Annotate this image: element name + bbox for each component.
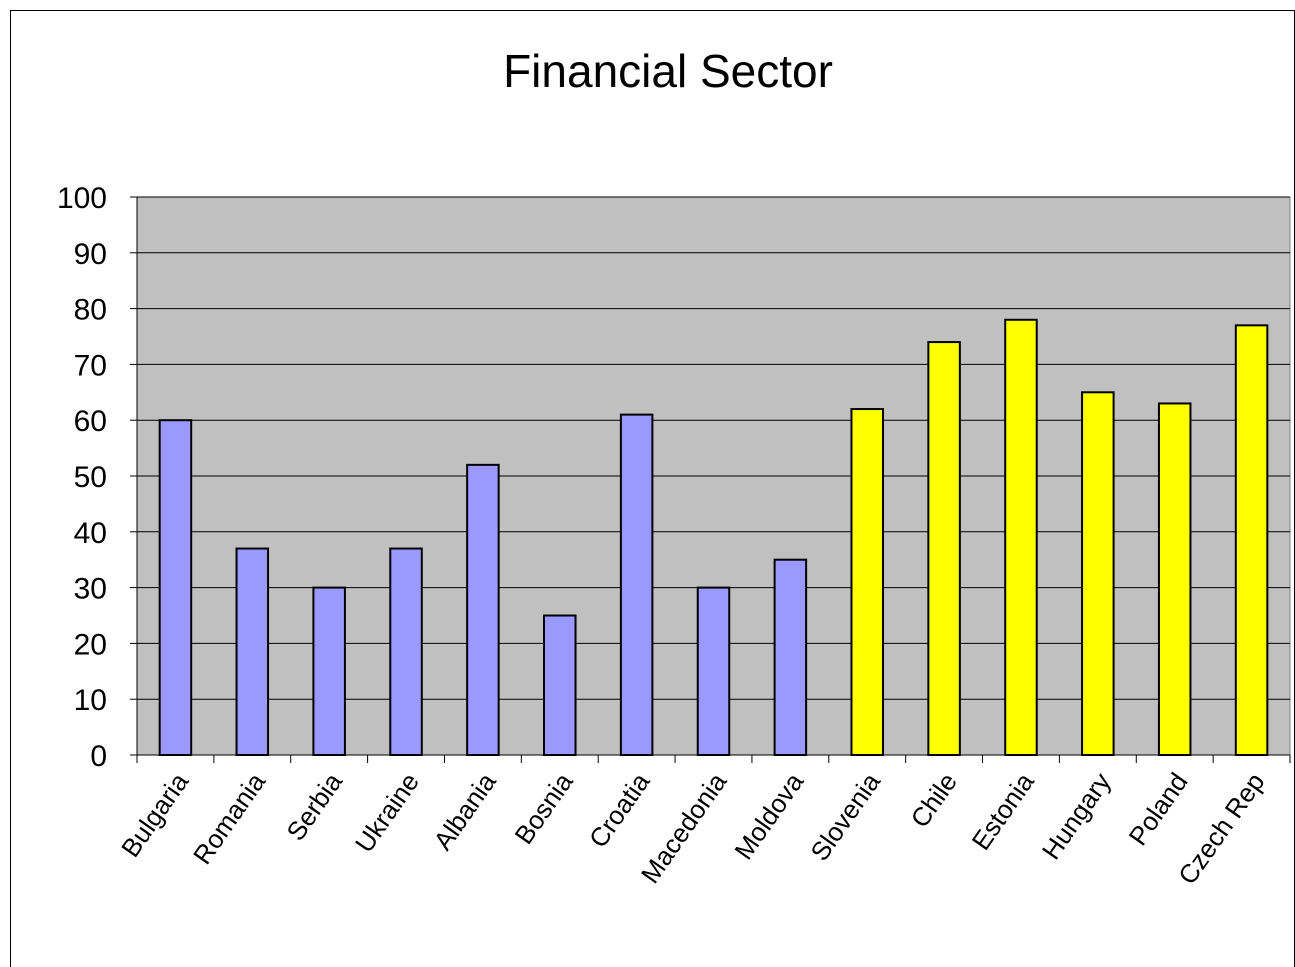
bar-macedonia — [696, 586, 731, 756]
bar-albania — [466, 463, 500, 756]
bar-ukraine — [389, 547, 423, 756]
bars — [158, 318, 1269, 757]
bar-moldova — [773, 558, 808, 757]
y-tick-label: 100 — [57, 182, 107, 215]
bar-estonia — [1004, 318, 1038, 756]
y-tick-label: 40 — [74, 517, 107, 550]
bar-czech-rep — [1234, 324, 1269, 756]
y-tick-label: 30 — [74, 573, 107, 606]
bar-chile — [927, 341, 961, 756]
bar-serbia — [312, 586, 346, 756]
bar-bosnia — [543, 614, 577, 756]
x-category-label: Poland — [1123, 767, 1194, 851]
bar-poland — [1157, 402, 1192, 756]
y-axis-ticks: 0 10 20 30 40 50 60 70 80 90 100 — [57, 182, 137, 773]
x-category-label: Romania — [187, 767, 272, 870]
y-tick-label: 20 — [74, 628, 107, 661]
x-category-label: Albania — [427, 767, 502, 856]
bar-bulgaria — [158, 419, 193, 756]
x-category-label: Bulgaria — [115, 767, 195, 863]
x-category-label: Ukraine — [349, 767, 425, 858]
x-category-label: Bosnia — [509, 767, 579, 850]
bar-romania — [235, 547, 270, 756]
y-tick-label: 0 — [90, 740, 107, 773]
chart-title: Financial Sector — [503, 45, 833, 97]
x-category-label: Estonia — [966, 767, 1041, 856]
bar-hungary — [1081, 391, 1115, 756]
x-category-label: Moldova — [728, 767, 809, 865]
y-tick-label: 90 — [74, 238, 107, 271]
x-category-label: Slovenia — [804, 767, 886, 866]
y-tick-label: 50 — [74, 461, 107, 494]
y-tick-label: 60 — [74, 405, 107, 438]
x-category-label: Croatia — [583, 767, 656, 853]
bar-slovenia — [850, 408, 884, 756]
x-category-label: Chile — [904, 767, 963, 833]
bar-croatia — [619, 413, 654, 756]
y-tick-label: 70 — [74, 349, 107, 382]
x-category-label: Hungary — [1036, 767, 1117, 865]
x-category-label: Serbia — [280, 767, 348, 846]
y-tick-label: 10 — [74, 684, 107, 717]
y-tick-label: 80 — [74, 294, 107, 327]
